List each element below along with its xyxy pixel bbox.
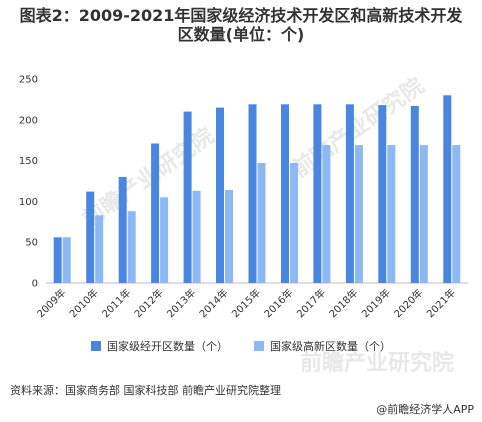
x-tick-label: 2015年 [229, 286, 263, 320]
bar-dev-zones [345, 104, 354, 283]
legend-item-dev-zones: 国家级经开区数量（个） [91, 338, 228, 354]
x-tick-label: 2020年 [391, 286, 425, 320]
legend-item-hitech-zones: 国家级高新区数量（个） [254, 338, 391, 354]
bar-hitech-zones [127, 211, 136, 283]
bar-hitech-zones [160, 197, 169, 283]
legend-swatch-dev-zones [91, 341, 101, 351]
bar-hitech-zones [452, 145, 461, 283]
x-tick-label: 2013年 [164, 286, 198, 320]
bar-dev-zones [378, 105, 387, 283]
legend-swatch-hitech-zones [254, 341, 264, 351]
bar-dev-zones [151, 143, 160, 283]
bar-dev-zones [410, 105, 419, 284]
x-tick-label: 2012年 [131, 286, 165, 320]
brand-text: @前瞻经济学人APP [376, 403, 474, 416]
y-tick-label: 50 [25, 238, 38, 249]
chart-title: 图表2：2009-2021年国家级经济技术开发区和高新技术开发 区数量(单位：个… [0, 6, 482, 44]
x-tick-label: 2018年 [326, 286, 360, 320]
bar-dev-zones [281, 104, 289, 283]
bar-hitech-zones [225, 190, 233, 283]
x-tick-label: 2009年 [34, 286, 68, 320]
bar-dev-zones [248, 104, 257, 283]
x-tick-label: 2010年 [67, 286, 101, 320]
bar-dev-zones [313, 104, 322, 283]
y-tick-label: 0 [32, 279, 38, 290]
bar-hitech-zones [95, 215, 104, 283]
bar-hitech-zones [419, 145, 428, 283]
bar-hitech-zones [387, 145, 396, 283]
bar-hitech-zones [192, 190, 201, 283]
bar-dev-zones [443, 95, 452, 283]
brand-credit: @前瞻经济学人APP [376, 401, 474, 417]
bar-dev-zones [86, 191, 95, 283]
bar-chart: 0 50 100 150 200 250 2009年 2010年 2011年 2012年 2013年… [19, 75, 468, 320]
x-tick-label: 2014年 [196, 286, 230, 320]
bar-dev-zones [216, 107, 224, 283]
chart-title-line1: 图表2：2009-2021年国家级经济技术开发区和高新技术开发 [19, 6, 463, 25]
y-tick-label: 150 [19, 156, 38, 167]
legend-label-dev-zones: 国家级经开区数量（个） [107, 340, 228, 353]
bar-dev-zones [183, 111, 192, 283]
x-tick-label: 2021年 [424, 286, 458, 320]
bar-hitech-zones [322, 145, 331, 283]
bar-hitech-zones [290, 163, 298, 283]
bar-hitech-zones [62, 237, 71, 283]
chart-title-line2: 区数量(单位：个) [177, 25, 305, 44]
source-note: 资料来源：国家商务部 国家科技部 前瞻产业研究院整理 [10, 384, 281, 397]
legend-label-hitech-zones: 国家级高新区数量（个） [270, 340, 391, 353]
x-tick-label: 2017年 [294, 286, 328, 320]
x-tick-label: 2016年 [261, 286, 295, 320]
bar-dev-zones [53, 237, 62, 283]
y-tick-label: 200 [19, 115, 38, 126]
bar-dev-zones [118, 176, 127, 283]
y-tick-label: 100 [19, 197, 38, 208]
x-tick-label: 2019年 [359, 286, 393, 320]
y-tick-label: 250 [19, 75, 38, 86]
bar-hitech-zones [257, 163, 266, 283]
x-tick-label: 2011年 [99, 286, 133, 320]
bar-hitech-zones [354, 145, 363, 283]
chart-legend: 国家级经开区数量（个） 国家级高新区数量（个） [0, 338, 482, 354]
